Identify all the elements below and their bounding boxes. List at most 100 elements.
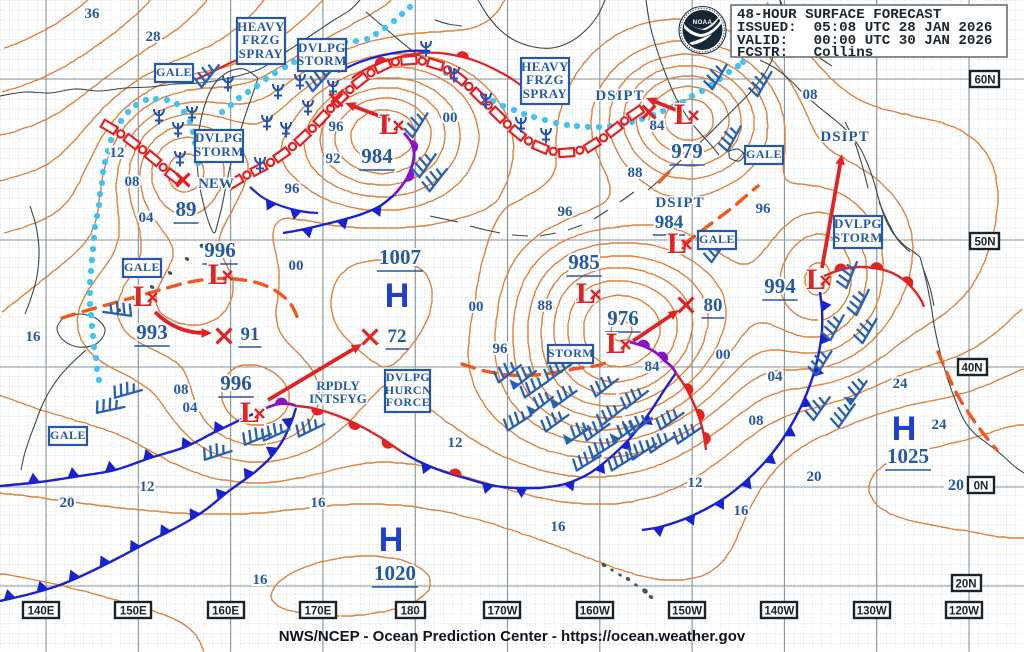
svg-text:H: H — [385, 277, 410, 315]
svg-text:GALE: GALE — [746, 147, 782, 161]
svg-text:HEAVY: HEAVY — [237, 19, 285, 34]
svg-text:DVLPG: DVLPG — [298, 40, 346, 55]
svg-text:170E: 170E — [304, 606, 331, 618]
svg-text:12: 12 — [448, 435, 463, 451]
svg-text:00: 00 — [469, 299, 484, 315]
svg-text:DVLPG: DVLPG — [834, 216, 882, 231]
svg-text:994: 994 — [764, 274, 796, 298]
svg-text:985: 985 — [568, 250, 600, 274]
svg-text:L: L — [379, 108, 399, 141]
svg-text:FRZG: FRZG — [242, 32, 280, 47]
svg-text:GALE: GALE — [50, 428, 86, 442]
svg-text:00: 00 — [716, 347, 731, 363]
svg-text:STORM: STORM — [833, 230, 883, 245]
svg-text:NWS/NCEP - Ocean Prediction Ce: NWS/NCEP - Ocean Prediction Center - htt… — [279, 628, 746, 645]
svg-text:96: 96 — [329, 119, 345, 135]
svg-text:160W: 160W — [580, 606, 610, 618]
svg-text:L: L — [667, 227, 687, 260]
svg-text:L: L — [674, 98, 694, 131]
svg-text:08: 08 — [125, 174, 140, 190]
svg-text:140E: 140E — [28, 606, 55, 618]
svg-text:24: 24 — [932, 417, 948, 433]
svg-text:996: 996 — [220, 371, 252, 395]
svg-text:DSIPT: DSIPT — [595, 88, 644, 104]
svg-text:L: L — [606, 327, 626, 360]
svg-text:170W: 170W — [487, 606, 517, 618]
svg-text:91: 91 — [241, 324, 260, 345]
svg-text:DSIPT: DSIPT — [655, 195, 704, 211]
svg-text:08: 08 — [749, 413, 764, 429]
svg-text:40N: 40N — [961, 363, 982, 375]
svg-text:GALE: GALE — [699, 232, 735, 246]
svg-text:20: 20 — [948, 477, 964, 494]
svg-text:VALID: 00:00 UTC 30 JAN 2026: VALID: 00:00 UTC 30 JAN 2026 — [737, 33, 992, 49]
svg-text:FCSTR: Collins: FCSTR: Collins — [737, 45, 873, 61]
svg-text:04: 04 — [183, 400, 199, 416]
svg-text:08: 08 — [174, 382, 189, 398]
svg-text:72: 72 — [388, 326, 407, 347]
svg-text:NOAA: NOAA — [693, 19, 713, 26]
svg-text:150W: 150W — [672, 606, 702, 618]
svg-text:SPRAY: SPRAY — [523, 86, 568, 101]
svg-text:H: H — [379, 521, 404, 559]
svg-text:12: 12 — [688, 475, 703, 491]
svg-text:1007: 1007 — [379, 245, 421, 269]
svg-text:GALE: GALE — [156, 65, 192, 79]
svg-text:130W: 130W — [857, 606, 887, 618]
svg-text:60N: 60N — [974, 75, 995, 87]
svg-text:96: 96 — [285, 181, 301, 197]
svg-text:150E: 150E — [120, 606, 147, 618]
svg-text:36: 36 — [85, 6, 101, 22]
svg-text:STORM: STORM — [194, 144, 244, 159]
svg-text:16: 16 — [551, 519, 567, 535]
svg-text:28: 28 — [146, 29, 161, 45]
svg-text:976: 976 — [607, 306, 639, 330]
svg-text:50N: 50N — [974, 237, 995, 249]
svg-text:20N: 20N — [955, 579, 976, 591]
svg-text:RPDLY: RPDLY — [316, 378, 360, 393]
svg-text:24: 24 — [893, 376, 909, 392]
svg-text:80: 80 — [704, 295, 723, 316]
svg-text:STORM: STORM — [297, 53, 347, 68]
svg-text:04: 04 — [139, 210, 155, 226]
svg-text:L: L — [208, 258, 228, 291]
svg-text:H: H — [892, 410, 917, 448]
svg-text:92: 92 — [326, 151, 341, 167]
svg-text:48-HOUR SURFACE FORECAST: 48-HOUR SURFACE FORECAST — [737, 7, 942, 23]
svg-text:STORM: STORM — [548, 346, 594, 360]
svg-text:HEAVY: HEAVY — [521, 59, 569, 74]
svg-text:0N: 0N — [974, 481, 989, 493]
svg-text:16: 16 — [734, 503, 750, 519]
svg-text:SPRAY: SPRAY — [239, 46, 284, 61]
svg-text:16: 16 — [26, 329, 42, 345]
svg-text:12: 12 — [140, 479, 155, 495]
svg-text:88: 88 — [538, 298, 553, 314]
svg-text:1020: 1020 — [374, 561, 416, 585]
svg-text:89: 89 — [176, 197, 197, 221]
svg-text:L: L — [806, 263, 826, 296]
svg-text:FORCE: FORCE — [386, 395, 431, 409]
svg-text:NEW: NEW — [198, 176, 234, 192]
svg-text:L: L — [133, 280, 153, 313]
svg-text:180: 180 — [401, 606, 420, 618]
svg-text:96: 96 — [493, 341, 509, 357]
svg-text:160E: 160E — [212, 606, 239, 618]
svg-text:12: 12 — [110, 145, 125, 161]
svg-text:00: 00 — [289, 258, 304, 274]
svg-text:L: L — [576, 277, 596, 310]
svg-text:88: 88 — [628, 165, 643, 181]
svg-text:993: 993 — [136, 320, 168, 344]
svg-text:DVLPG: DVLPG — [195, 130, 243, 145]
svg-text:08: 08 — [803, 87, 818, 103]
svg-text:20: 20 — [60, 495, 75, 511]
svg-text:1025: 1025 — [887, 444, 929, 468]
svg-text:04: 04 — [768, 369, 784, 385]
svg-text:DSIPT: DSIPT — [820, 129, 869, 145]
svg-text:DVLPG: DVLPG — [386, 370, 431, 384]
svg-text:16: 16 — [253, 572, 269, 588]
svg-text:ISSUED: 05:08 UTC 28 JAN 2026: ISSUED: 05:08 UTC 28 JAN 2026 — [737, 20, 992, 36]
svg-text:984: 984 — [361, 144, 393, 168]
svg-text:HURCN: HURCN — [385, 383, 432, 397]
svg-text:L: L — [240, 396, 260, 429]
svg-text:96: 96 — [558, 204, 574, 220]
